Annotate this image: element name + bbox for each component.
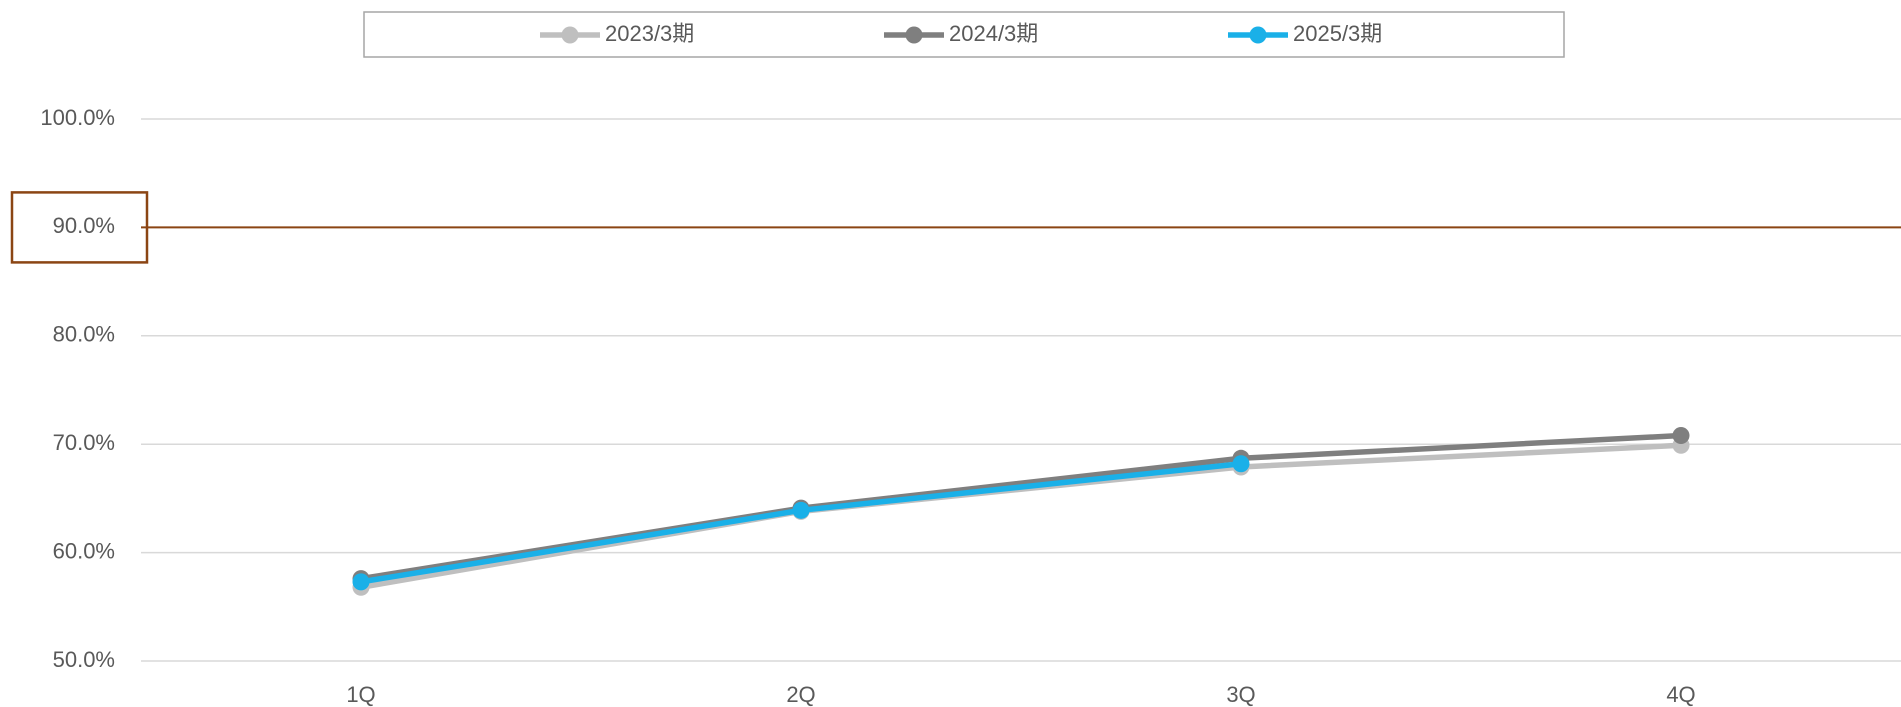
y-tick-label: 70.0% xyxy=(53,430,115,455)
legend-label: 2024/3期 xyxy=(949,21,1038,46)
point xyxy=(1672,427,1690,445)
point xyxy=(1232,455,1250,473)
y-tick-label: 50.0% xyxy=(53,647,115,672)
series-line xyxy=(360,442,1682,590)
x-tick-label: 2Q xyxy=(786,682,815,707)
y-tick-label: 60.0% xyxy=(53,538,115,563)
point xyxy=(792,501,810,519)
legend-marker xyxy=(561,26,579,44)
x-tick-label: 3Q xyxy=(1226,682,1255,707)
x-tick-label: 4Q xyxy=(1666,682,1695,707)
legend-marker xyxy=(1249,26,1267,44)
y-tick-label: 90.0% xyxy=(53,213,115,238)
legend-label: 2023/3期 xyxy=(605,21,694,46)
point xyxy=(352,573,370,591)
y-tick-label: 100.0% xyxy=(40,105,115,130)
legend-label: 2025/3期 xyxy=(1293,21,1382,46)
y-tick-label: 80.0% xyxy=(53,322,115,347)
x-tick-label: 1Q xyxy=(346,682,375,707)
legend-marker xyxy=(905,26,923,44)
